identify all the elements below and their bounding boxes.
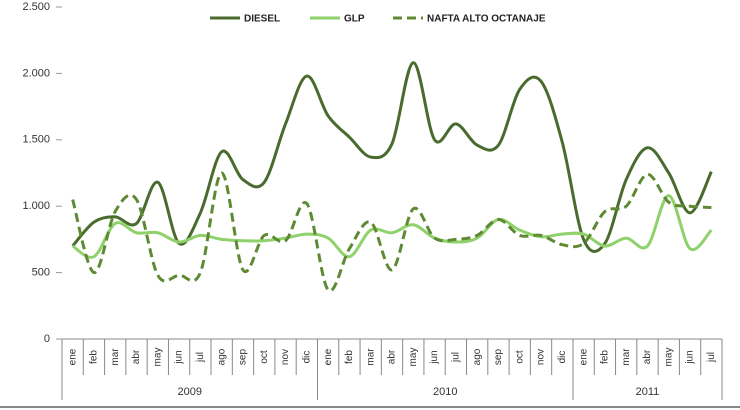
y-tick-label: 1.500 [22, 134, 50, 146]
series-line [71, 171, 712, 293]
x-tick-label: feb [89, 350, 100, 364]
x-tick-label: mar [365, 348, 376, 366]
x-tick-label: jul [195, 352, 206, 363]
x-tick-label: oct [514, 350, 525, 364]
x-tick-label: nov [280, 349, 291, 365]
group-label: 2010 [433, 386, 457, 398]
x-tick-label: feb [344, 350, 355, 364]
y-tick-label: 2.500 [22, 1, 50, 13]
x-tick-label: jun [429, 350, 440, 364]
legend-label: DIESEL [244, 14, 280, 25]
series-line [71, 194, 713, 259]
y-tick-label: 500 [32, 267, 50, 279]
x-tick-label: ago [472, 348, 483, 365]
x-tick-label: may [408, 348, 419, 367]
x-tick-label: ene [323, 348, 334, 365]
x-tick-label: ene [67, 348, 78, 365]
x-tick-label: abr [642, 349, 653, 364]
x-tick-label: may [152, 348, 163, 367]
x-tick-label: dic [301, 351, 312, 364]
legend-label: NAFTA ALTO OCTANAJE [427, 14, 546, 25]
x-tick-label: ene [578, 348, 589, 365]
x-tick-label: may [663, 348, 674, 367]
y-tick-label: 2.000 [22, 67, 50, 79]
x-tick-label: sep [238, 349, 249, 366]
y-tick-label: 1.000 [22, 200, 50, 212]
x-tick-label: jul [706, 352, 717, 363]
x-tick-label: abr [131, 349, 142, 364]
x-tick-label: nov [536, 349, 547, 365]
x-tick-label: abr [387, 349, 398, 364]
x-tick-label: mar [621, 348, 632, 366]
x-tick-label: dic [557, 351, 568, 364]
legend-label: GLP [344, 14, 365, 25]
group-label: 2011 [636, 386, 660, 398]
x-tick-label: mar [110, 348, 121, 366]
x-tick-label: ago [216, 348, 227, 365]
x-tick-label: feb [600, 350, 611, 364]
x-tick-label: sep [493, 349, 504, 366]
x-tick-label: jun [685, 350, 696, 364]
x-tick-label: jul [451, 352, 462, 363]
y-tick-label: 0 [44, 333, 50, 345]
group-label: 2009 [177, 386, 201, 398]
x-tick-label: oct [259, 350, 270, 364]
series-line [71, 61, 713, 253]
x-tick-label: jun [174, 350, 185, 364]
